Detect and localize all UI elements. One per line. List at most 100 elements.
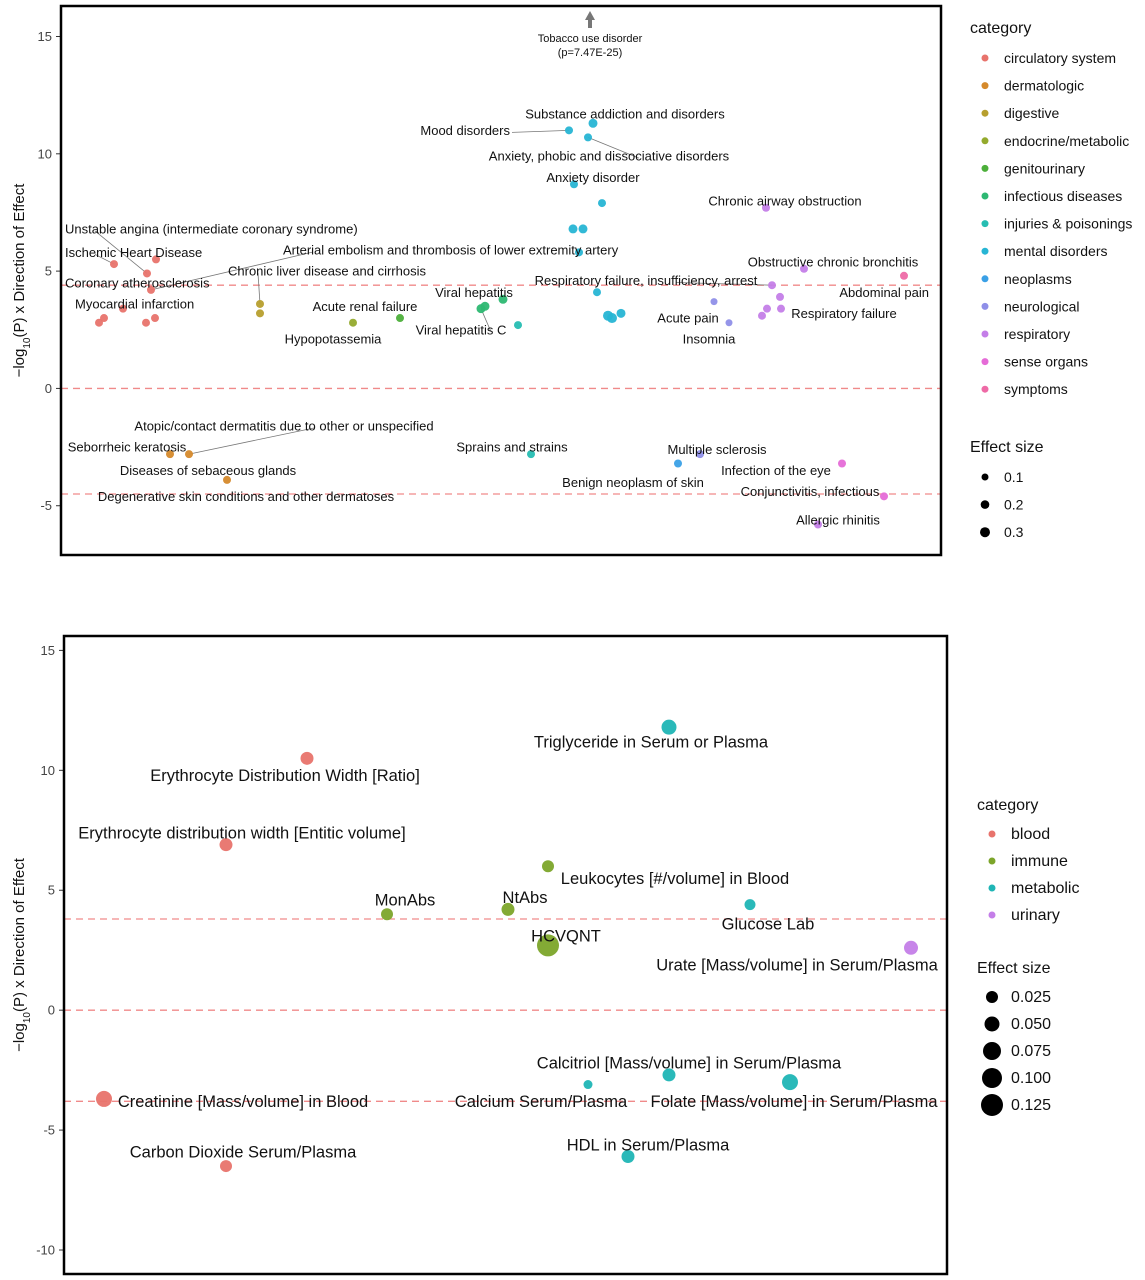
point-label: Erythrocyte distribution width [Entitic … (78, 824, 405, 842)
data-point (96, 1090, 112, 1107)
legend-category-label: mental disorders (1004, 243, 1108, 259)
legend-size-label: 0.3 (1004, 524, 1024, 540)
point-label: Insomnia (683, 332, 737, 347)
data-point (758, 311, 766, 320)
data-point (662, 1068, 676, 1082)
data-point (800, 264, 808, 273)
y-tick-label: 0 (45, 381, 52, 396)
legend-category-label: neoplasms (1004, 271, 1072, 287)
legend-swatch (981, 82, 989, 90)
legend-size-dot (986, 991, 998, 1003)
y-tick-label: 10 (38, 146, 52, 161)
panel-border (59, 4, 943, 557)
point-label: Ischemic Heart Disease (65, 245, 202, 260)
point-label: HCVQNT (531, 928, 601, 946)
phewas-lab-chart: 15 10 5 0 -5 -10 −log10(P) x Direction of Effe… (11, 634, 1079, 1276)
point-label: Respiratory failure (791, 306, 897, 321)
data-point (349, 318, 357, 327)
data-point (565, 126, 573, 135)
point-label: Urate [Mass/volume] in Serum/Plasma (656, 956, 938, 974)
data-point (166, 450, 174, 459)
point-label: Hypopotassemia (285, 332, 383, 347)
data-point (95, 318, 103, 327)
legend-category-title: category (977, 797, 1038, 814)
annotation-pvalue: (p=7.47E-25) (558, 47, 623, 59)
point-label: HDL in Serum/Plasma (567, 1136, 730, 1154)
data-point (696, 450, 704, 459)
leader-line (94, 230, 148, 274)
data-point (396, 314, 404, 323)
y-tick-label: 15 (38, 29, 52, 44)
legend-swatch (981, 247, 989, 255)
legend-category-label: endocrine/metabolic (1004, 133, 1129, 149)
point-label: Benign neoplasm of skin (562, 475, 704, 490)
point-label: Obstructive chronic bronchitis (748, 254, 919, 269)
point-label: Calcitriol [Mass/volume] in Serum/Plasma (537, 1055, 842, 1073)
point-label: Respiratory failure, insufficiency, arre… (535, 273, 758, 288)
point-label: NtAbs (503, 889, 548, 907)
data-point (151, 314, 159, 323)
point-label: MonAbs (375, 892, 436, 910)
point-label: Leukocytes [#/volume] in Blood (561, 870, 789, 888)
data-point (220, 1160, 232, 1173)
point-label: Mood disorders (420, 123, 510, 138)
legend-swatch (988, 830, 996, 838)
data-point (185, 450, 193, 459)
point-label: Multiple sclerosis (668, 442, 767, 457)
legend-category-label: urinary (1011, 907, 1060, 924)
point-label: Anxiety disorder (546, 170, 640, 185)
legend-swatch (981, 137, 989, 145)
point-label: Coronary atherosclerosis (65, 275, 210, 290)
data-point (782, 1074, 798, 1091)
legend-swatch (988, 857, 996, 865)
up-arrow-icon (585, 11, 595, 20)
point-label: Diseases of sebaceous glands (120, 463, 297, 478)
legend-size-dot (980, 527, 990, 538)
data-point (661, 719, 677, 735)
legend-category-label: injuries & poisonings (1004, 216, 1132, 232)
point-label: Unstable angina (intermediate coronary s… (65, 221, 358, 236)
point-label: Viral hepatitis C (416, 322, 507, 337)
legend-size-dot (982, 1068, 1002, 1088)
leader-line (188, 427, 315, 455)
point-label: Anxiety, phobic and dissociative disorde… (489, 149, 730, 164)
data-point (501, 902, 515, 916)
y-tick-label: 0 (48, 1003, 55, 1018)
legend-swatch (981, 109, 989, 117)
legend-size-label: 0.125 (1011, 1097, 1051, 1114)
data-point (674, 459, 682, 468)
point-label: Myocardial infarction (75, 297, 194, 312)
data-point (100, 314, 108, 323)
y-tick-label: 5 (45, 264, 52, 279)
data-point (527, 450, 535, 459)
y-axis-label: −log10(P) x Direction of Effect (11, 183, 33, 378)
legend-size-title: Effect size (970, 439, 1044, 456)
legend-size-label: 0.100 (1011, 1070, 1051, 1087)
data-point (744, 899, 756, 911)
legend-size-dot (983, 1042, 1001, 1060)
legend-swatch (981, 302, 989, 310)
point-label: Creatinine [Mass/volume] in Blood (118, 1093, 368, 1111)
point-label: Viral hepatitis (435, 285, 513, 300)
legend-category-label: genitourinary (1004, 160, 1085, 176)
legend-category-title: category (970, 20, 1031, 37)
data-point (514, 321, 522, 330)
legend-category-label: neurological (1004, 298, 1080, 314)
point-label: Infection of the eye (721, 463, 831, 478)
legend-size-label: 0.1 (1004, 469, 1024, 485)
data-point (584, 133, 592, 142)
panel-border (62, 634, 949, 1276)
point-label: Abdominal pain (839, 285, 929, 300)
data-point (142, 318, 150, 327)
y-tick-label: -5 (43, 1123, 55, 1138)
point-label: Arterial embolism and thrombosis of lowe… (283, 243, 619, 258)
data-point (621, 1149, 635, 1163)
data-point (583, 1080, 593, 1090)
legend-swatch (981, 385, 989, 393)
point-label: Carbon Dioxide Serum/Plasma (130, 1143, 357, 1161)
data-point (762, 203, 770, 212)
legend-category-label: symptoms (1004, 381, 1068, 397)
legend-size-label: 0.075 (1011, 1043, 1051, 1060)
point-label: Sprains and strains (456, 440, 568, 455)
legend-category-label: infectious diseases (1004, 188, 1122, 204)
